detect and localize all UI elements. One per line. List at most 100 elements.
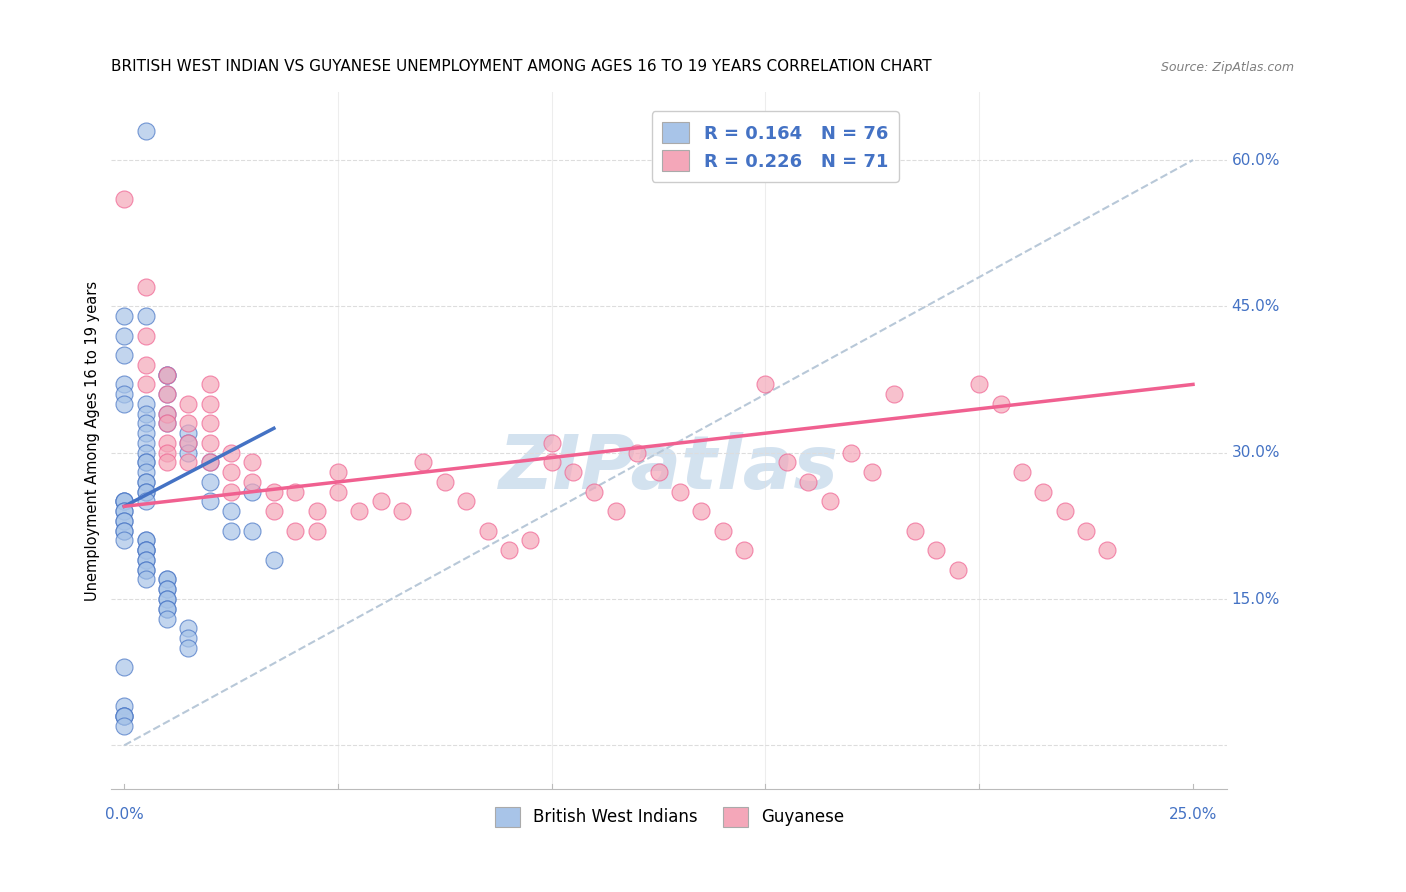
Point bbox=[990, 397, 1012, 411]
Point bbox=[967, 377, 990, 392]
Point bbox=[305, 504, 328, 518]
Text: 25.0%: 25.0% bbox=[1168, 806, 1218, 822]
Point bbox=[156, 368, 179, 382]
Point bbox=[1074, 524, 1097, 538]
Point bbox=[112, 709, 135, 723]
Point bbox=[135, 484, 157, 499]
Point bbox=[284, 524, 307, 538]
Point bbox=[242, 455, 264, 469]
Point bbox=[156, 407, 179, 421]
Point bbox=[135, 563, 157, 577]
Point bbox=[112, 192, 135, 206]
Point bbox=[754, 377, 776, 392]
Point bbox=[135, 309, 157, 323]
Point bbox=[477, 524, 499, 538]
Point bbox=[198, 494, 221, 508]
Point bbox=[112, 309, 135, 323]
Point bbox=[198, 455, 221, 469]
Point bbox=[177, 621, 200, 635]
Point bbox=[156, 573, 179, 587]
Point bbox=[135, 533, 157, 548]
Point bbox=[135, 426, 157, 441]
Point bbox=[242, 484, 264, 499]
Point bbox=[112, 494, 135, 508]
Point bbox=[135, 397, 157, 411]
Point bbox=[177, 436, 200, 450]
Point bbox=[198, 455, 221, 469]
Point bbox=[156, 592, 179, 607]
Point bbox=[711, 524, 734, 538]
Point bbox=[177, 417, 200, 431]
Text: BRITISH WEST INDIAN VS GUYANESE UNEMPLOYMENT AMONG AGES 16 TO 19 YEARS CORRELATI: BRITISH WEST INDIAN VS GUYANESE UNEMPLOY… bbox=[111, 60, 932, 74]
Point bbox=[156, 573, 179, 587]
Point bbox=[177, 445, 200, 459]
Point bbox=[156, 455, 179, 469]
Point bbox=[112, 514, 135, 528]
Text: 45.0%: 45.0% bbox=[1232, 299, 1279, 314]
Point bbox=[562, 465, 585, 479]
Point bbox=[135, 455, 157, 469]
Point bbox=[135, 407, 157, 421]
Point bbox=[583, 484, 606, 499]
Point bbox=[198, 436, 221, 450]
Point bbox=[326, 484, 349, 499]
Point bbox=[156, 387, 179, 401]
Point bbox=[733, 543, 755, 558]
Point bbox=[219, 465, 242, 479]
Y-axis label: Unemployment Among Ages 16 to 19 years: Unemployment Among Ages 16 to 19 years bbox=[86, 280, 100, 600]
Point bbox=[883, 387, 905, 401]
Point bbox=[391, 504, 413, 518]
Point bbox=[219, 524, 242, 538]
Point bbox=[818, 494, 841, 508]
Point bbox=[135, 543, 157, 558]
Point bbox=[605, 504, 627, 518]
Point bbox=[839, 445, 862, 459]
Point bbox=[112, 377, 135, 392]
Point bbox=[349, 504, 371, 518]
Point bbox=[156, 601, 179, 615]
Point bbox=[456, 494, 478, 508]
Point bbox=[112, 719, 135, 733]
Point bbox=[946, 563, 969, 577]
Point bbox=[135, 358, 157, 372]
Point bbox=[1097, 543, 1119, 558]
Point bbox=[925, 543, 948, 558]
Point bbox=[135, 377, 157, 392]
Point bbox=[112, 494, 135, 508]
Point bbox=[112, 524, 135, 538]
Point bbox=[690, 504, 713, 518]
Point bbox=[370, 494, 392, 508]
Point bbox=[135, 465, 157, 479]
Text: 15.0%: 15.0% bbox=[1232, 591, 1279, 607]
Point bbox=[135, 543, 157, 558]
Point bbox=[326, 465, 349, 479]
Text: 0.0%: 0.0% bbox=[105, 806, 143, 822]
Point bbox=[112, 504, 135, 518]
Point bbox=[112, 699, 135, 714]
Point bbox=[135, 484, 157, 499]
Point bbox=[156, 387, 179, 401]
Point bbox=[156, 436, 179, 450]
Point bbox=[177, 436, 200, 450]
Point bbox=[776, 455, 799, 469]
Point bbox=[135, 436, 157, 450]
Point bbox=[904, 524, 927, 538]
Point bbox=[135, 563, 157, 577]
Point bbox=[112, 524, 135, 538]
Point bbox=[135, 553, 157, 567]
Point bbox=[263, 504, 285, 518]
Point bbox=[135, 455, 157, 469]
Point bbox=[198, 475, 221, 489]
Point bbox=[626, 445, 648, 459]
Point bbox=[219, 484, 242, 499]
Point bbox=[112, 533, 135, 548]
Point bbox=[112, 504, 135, 518]
Point bbox=[412, 455, 434, 469]
Point bbox=[198, 397, 221, 411]
Point bbox=[263, 484, 285, 499]
Text: Source: ZipAtlas.com: Source: ZipAtlas.com bbox=[1161, 62, 1294, 74]
Point bbox=[135, 417, 157, 431]
Point bbox=[135, 328, 157, 343]
Point bbox=[305, 524, 328, 538]
Point bbox=[156, 368, 179, 382]
